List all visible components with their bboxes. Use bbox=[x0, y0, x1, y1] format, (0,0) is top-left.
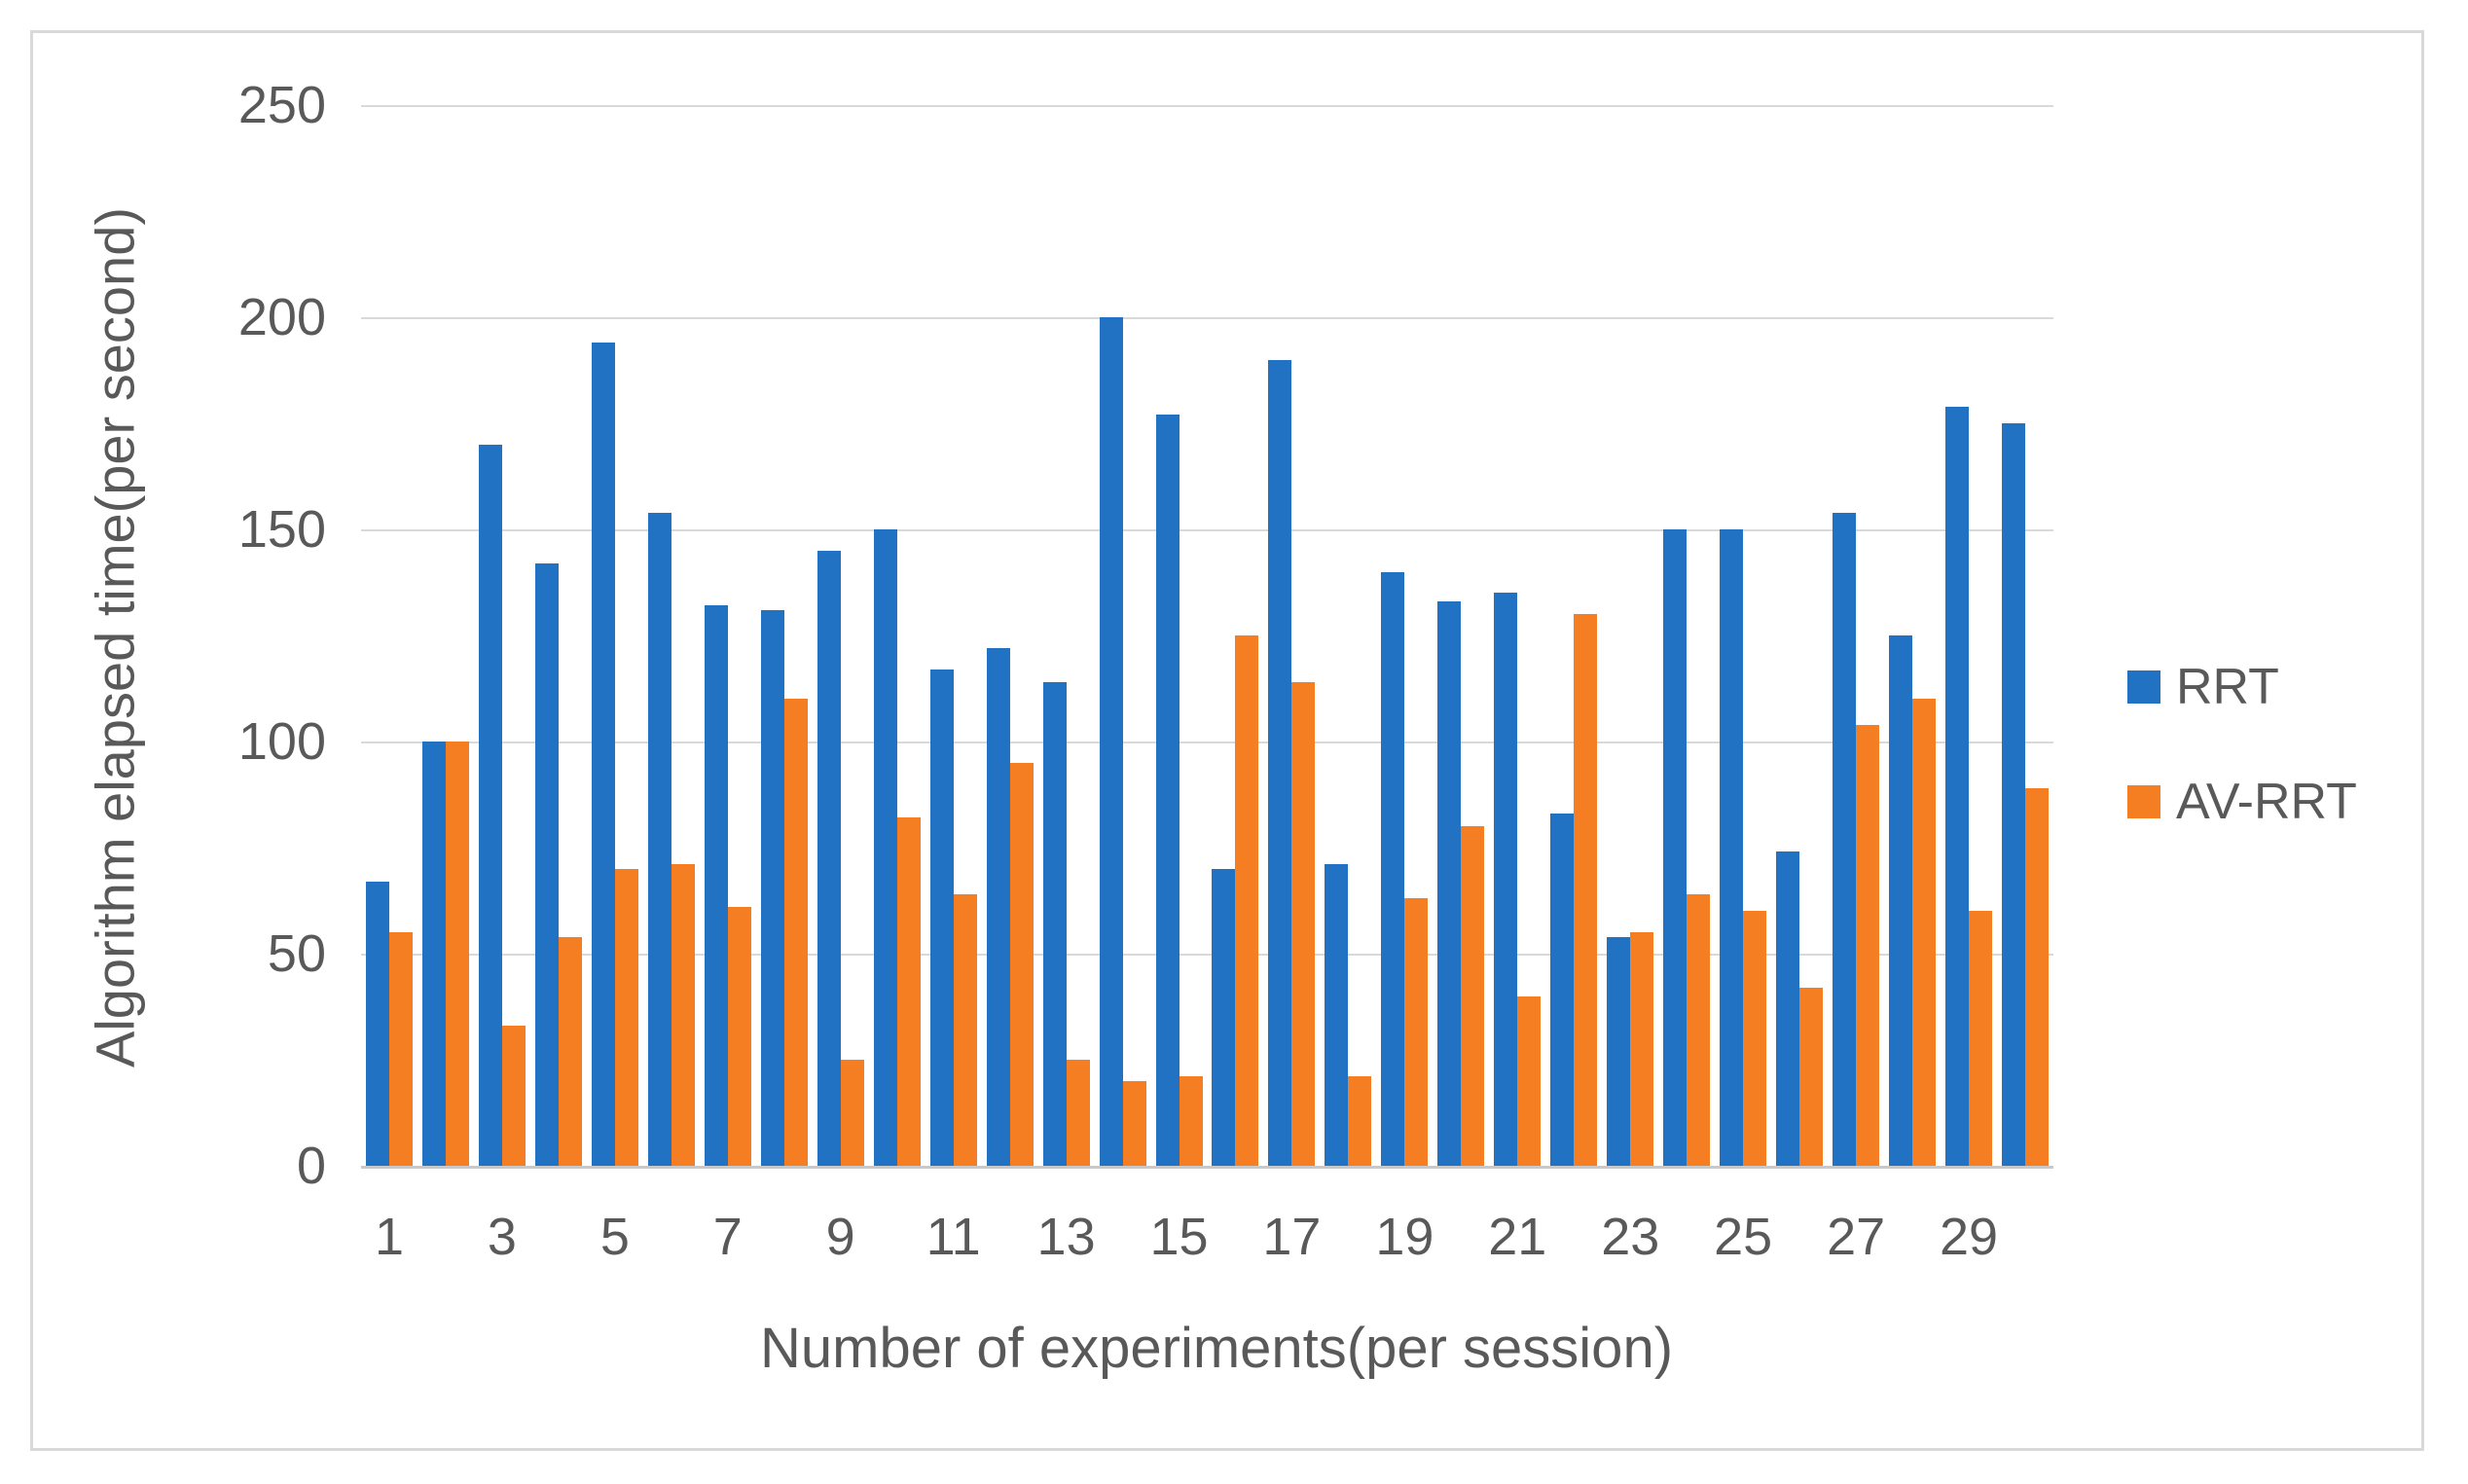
rrt-bar-exp30 bbox=[2002, 423, 2026, 1166]
av-rrt-bar-exp6 bbox=[671, 864, 695, 1166]
rrt-bar-exp16 bbox=[1212, 868, 1236, 1166]
x-tick-label-13: 13 bbox=[1036, 1208, 1096, 1266]
rrt-bar-exp17 bbox=[1268, 359, 1292, 1166]
y-tick-label-50: 50 bbox=[267, 924, 326, 983]
rrt-bar-exp24 bbox=[1663, 529, 1688, 1166]
rrt-bar-exp12 bbox=[986, 648, 1010, 1166]
av-rrt-bar-exp18 bbox=[1348, 1076, 1372, 1166]
x-tick-label-15: 15 bbox=[1149, 1208, 1209, 1266]
rrt-bar-exp1 bbox=[365, 881, 389, 1166]
av-rrt-bar-exp27 bbox=[1856, 724, 1880, 1166]
av-rrt-bar-exp5 bbox=[614, 868, 638, 1166]
x-tick-label-25: 25 bbox=[1714, 1208, 1773, 1266]
av-rrt-bar-exp23 bbox=[1630, 932, 1654, 1166]
rrt-bar-exp5 bbox=[591, 343, 615, 1166]
x-tick-label-23: 23 bbox=[1601, 1208, 1660, 1266]
av-rrt-bar-exp13 bbox=[1066, 1060, 1090, 1166]
rrt-bar-exp14 bbox=[1099, 317, 1123, 1166]
av-rrt-bar-exp20 bbox=[1461, 826, 1485, 1166]
x-tick-label-1: 1 bbox=[374, 1208, 404, 1266]
rrt-bar-exp29 bbox=[1945, 406, 1970, 1166]
x-tick-label-17: 17 bbox=[1262, 1208, 1322, 1266]
av-rrt-bar-exp19 bbox=[1404, 898, 1429, 1166]
av-rrt-bar-exp12 bbox=[1009, 762, 1034, 1166]
x-tick-label-9: 9 bbox=[825, 1208, 855, 1266]
rrt-bar-exp15 bbox=[1155, 415, 1180, 1166]
rrt-bar-exp6 bbox=[647, 512, 671, 1166]
av-rrt-bar-exp29 bbox=[1969, 911, 1993, 1166]
av-rrt-bar-exp25 bbox=[1743, 911, 1767, 1166]
av-rrt-bar-exp11 bbox=[953, 893, 977, 1166]
x-axis-line bbox=[361, 1166, 2053, 1169]
rrt-bar-exp25 bbox=[1720, 529, 1744, 1166]
legend: RRT AV-RRT bbox=[2127, 659, 2357, 899]
y-tick-label-0: 0 bbox=[296, 1137, 326, 1195]
x-tick-label-19: 19 bbox=[1375, 1208, 1434, 1266]
av-rrt-bar-exp8 bbox=[783, 699, 808, 1166]
x-tick-label-7: 7 bbox=[712, 1208, 743, 1266]
rrt-bar-exp8 bbox=[760, 609, 784, 1166]
x-tick-label-21: 21 bbox=[1488, 1208, 1547, 1266]
av-rrt-bar-exp17 bbox=[1291, 681, 1316, 1166]
x-tick-label-29: 29 bbox=[1940, 1208, 1999, 1266]
legend-item-rrt: RRT bbox=[2127, 659, 2357, 715]
rrt-legend-swatch-icon bbox=[2127, 670, 2160, 704]
rrt-bar-exp20 bbox=[1437, 601, 1462, 1166]
av-rrt-legend-swatch-icon bbox=[2127, 785, 2160, 818]
rrt-bar-exp2 bbox=[421, 742, 446, 1166]
av-rrt-bar-exp7 bbox=[727, 907, 751, 1166]
av-rrt-bar-exp28 bbox=[1912, 699, 1937, 1166]
gridline-250 bbox=[361, 105, 2053, 107]
y-tick-label-150: 150 bbox=[237, 500, 326, 559]
rrt-bar-exp21 bbox=[1494, 593, 1518, 1166]
av-rrt-bar-exp15 bbox=[1179, 1076, 1203, 1166]
gridline-100 bbox=[361, 742, 2053, 743]
gridline-150 bbox=[361, 529, 2053, 531]
rrt-bar-exp3 bbox=[478, 444, 502, 1166]
gridline-200 bbox=[361, 317, 2053, 319]
rrt-bar-exp10 bbox=[873, 529, 897, 1166]
av-rrt-bar-exp22 bbox=[1574, 614, 1598, 1166]
x-tick-label-11: 11 bbox=[926, 1208, 981, 1266]
av-rrt-bar-exp24 bbox=[1687, 893, 1711, 1166]
rrt-bar-exp7 bbox=[704, 605, 728, 1166]
rrt-bar-exp26 bbox=[1776, 851, 1800, 1166]
av-rrt-bar-exp2 bbox=[445, 742, 469, 1166]
gridline-50 bbox=[361, 954, 2053, 956]
legend-item-av-rrt: AV-RRT bbox=[2127, 774, 2357, 830]
legend-label-rrt: RRT bbox=[2176, 659, 2279, 715]
av-rrt-bar-exp10 bbox=[896, 817, 921, 1166]
legend-label-av-rrt: AV-RRT bbox=[2176, 774, 2357, 830]
x-tick-label-3: 3 bbox=[487, 1208, 517, 1266]
av-rrt-bar-exp9 bbox=[840, 1060, 864, 1166]
y-axis-title: Algorithm elapsed time(per second) bbox=[84, 207, 146, 1068]
rrt-bar-exp23 bbox=[1607, 936, 1631, 1166]
rrt-bar-exp13 bbox=[1042, 681, 1067, 1166]
av-rrt-bar-exp16 bbox=[1235, 635, 1259, 1166]
rrt-bar-exp18 bbox=[1325, 864, 1349, 1166]
rrt-bar-exp11 bbox=[929, 669, 954, 1166]
figure-border bbox=[30, 30, 2424, 1451]
rrt-bar-exp4 bbox=[534, 562, 559, 1166]
av-rrt-bar-exp21 bbox=[1517, 995, 1542, 1166]
av-rrt-bar-exp14 bbox=[1122, 1080, 1146, 1166]
rrt-bar-exp28 bbox=[1889, 635, 1913, 1166]
av-rrt-bar-exp3 bbox=[501, 1026, 526, 1166]
av-rrt-bar-exp26 bbox=[1799, 987, 1824, 1166]
y-tick-label-100: 100 bbox=[237, 712, 326, 771]
y-tick-label-250: 250 bbox=[237, 76, 326, 134]
x-tick-label-27: 27 bbox=[1827, 1208, 1886, 1266]
rrt-bar-exp22 bbox=[1550, 814, 1575, 1166]
rrt-bar-exp9 bbox=[817, 550, 841, 1166]
rrt-bar-exp19 bbox=[1381, 571, 1405, 1166]
y-tick-label-200: 200 bbox=[237, 288, 326, 346]
av-rrt-bar-exp4 bbox=[558, 936, 582, 1166]
rrt-bar-exp27 bbox=[1833, 512, 1857, 1166]
av-rrt-bar-exp1 bbox=[388, 932, 413, 1166]
x-axis-title: Number of experiments(per session) bbox=[759, 1317, 1674, 1380]
av-rrt-bar-exp30 bbox=[2025, 787, 2050, 1166]
x-tick-label-5: 5 bbox=[599, 1208, 630, 1266]
